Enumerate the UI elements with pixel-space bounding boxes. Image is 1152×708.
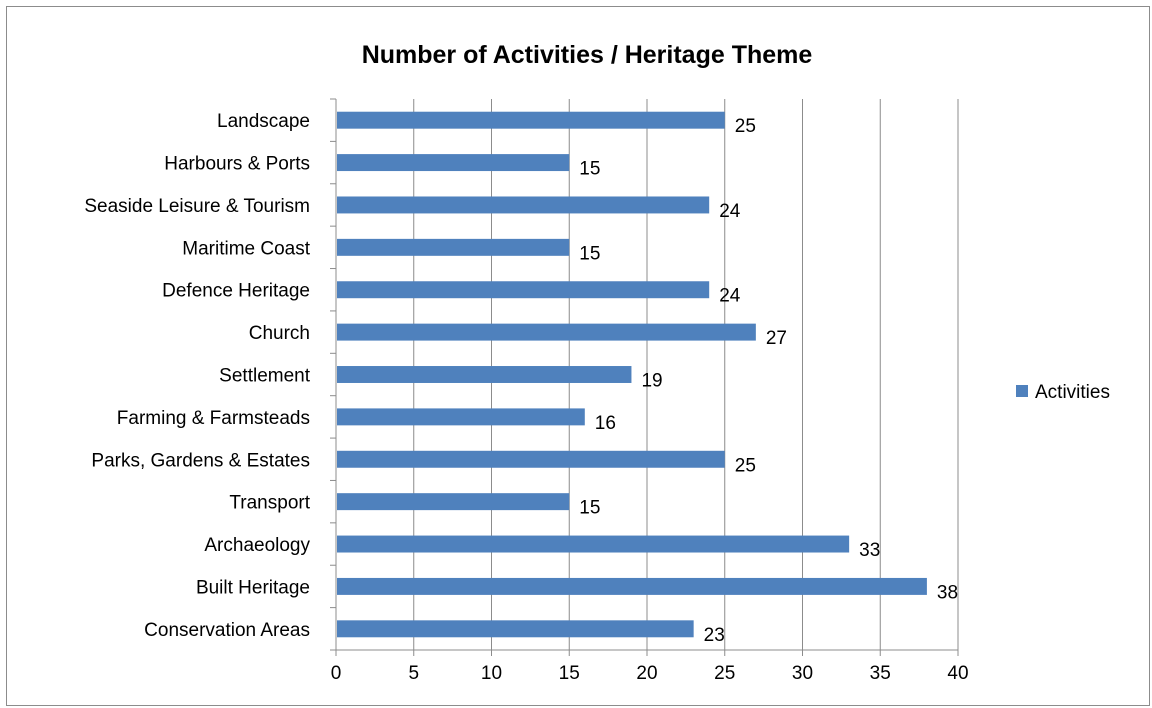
x-tick-label: 15 xyxy=(559,663,580,684)
data-label: 23 xyxy=(704,625,725,646)
bar xyxy=(337,493,570,511)
category-label: Harbours & Ports xyxy=(164,154,310,175)
category-label: Church xyxy=(249,323,310,344)
data-label: 24 xyxy=(719,201,741,222)
chart-title: Number of Activities / Heritage Theme xyxy=(362,41,813,69)
bar xyxy=(337,535,850,553)
category-label: Seaside Leisure & Tourism xyxy=(84,196,310,217)
bar xyxy=(337,577,927,595)
x-tick-label: 20 xyxy=(636,663,657,684)
category-label: Archaeology xyxy=(204,535,310,556)
labels: 0 5 10 15 20 25 30 35 40 Landscape 25 Harbours & Po… xyxy=(84,111,968,684)
category-label: Defence Heritage xyxy=(162,281,310,302)
data-label: 24 xyxy=(719,286,741,307)
legend-swatch-activities xyxy=(1016,385,1028,397)
category-label: Built Heritage xyxy=(196,577,310,598)
data-label: 38 xyxy=(937,582,958,603)
category-label: Farming & Farmsteads xyxy=(117,408,310,429)
bar-chart: Number of Activities / Heritage Theme 0 5… xyxy=(84,41,1110,684)
x-tick-label: 30 xyxy=(792,663,813,684)
legend: Activities xyxy=(1016,382,1110,403)
bar xyxy=(337,408,585,426)
bar xyxy=(337,366,632,383)
chart-frame: Number of Activities / Heritage Theme 0 5… xyxy=(6,6,1150,706)
bars xyxy=(337,111,927,638)
bar xyxy=(337,111,725,129)
x-tick-label: 25 xyxy=(714,663,735,684)
bar xyxy=(337,450,725,468)
category-label: Settlement xyxy=(219,366,311,387)
data-label: 15 xyxy=(579,498,600,519)
data-label: 15 xyxy=(579,243,600,264)
data-label: 19 xyxy=(641,371,662,392)
bar xyxy=(337,323,756,341)
data-label: 33 xyxy=(859,540,880,561)
category-label: Maritime Coast xyxy=(182,238,310,259)
category-label: Landscape xyxy=(217,111,310,132)
data-label: 25 xyxy=(735,455,756,476)
data-label: 16 xyxy=(595,413,616,434)
bar xyxy=(337,281,710,299)
axes xyxy=(330,98,959,656)
x-tick-label: 5 xyxy=(408,663,419,684)
data-label: 15 xyxy=(579,159,600,180)
bar xyxy=(337,154,570,172)
category-label: Conservation Areas xyxy=(144,620,310,641)
x-tick-label: 0 xyxy=(331,663,342,684)
category-label: Parks, Gardens & Estates xyxy=(91,450,310,471)
x-tick-label: 35 xyxy=(870,663,891,684)
bar xyxy=(337,238,570,256)
data-label: 27 xyxy=(766,328,787,349)
category-label: Transport xyxy=(229,493,310,514)
bar xyxy=(337,196,710,214)
x-tick-label: 10 xyxy=(481,663,502,684)
x-tick-label: 40 xyxy=(947,663,968,684)
legend-label-activities: Activities xyxy=(1035,382,1110,403)
data-label: 25 xyxy=(735,116,756,137)
bar xyxy=(337,620,694,638)
